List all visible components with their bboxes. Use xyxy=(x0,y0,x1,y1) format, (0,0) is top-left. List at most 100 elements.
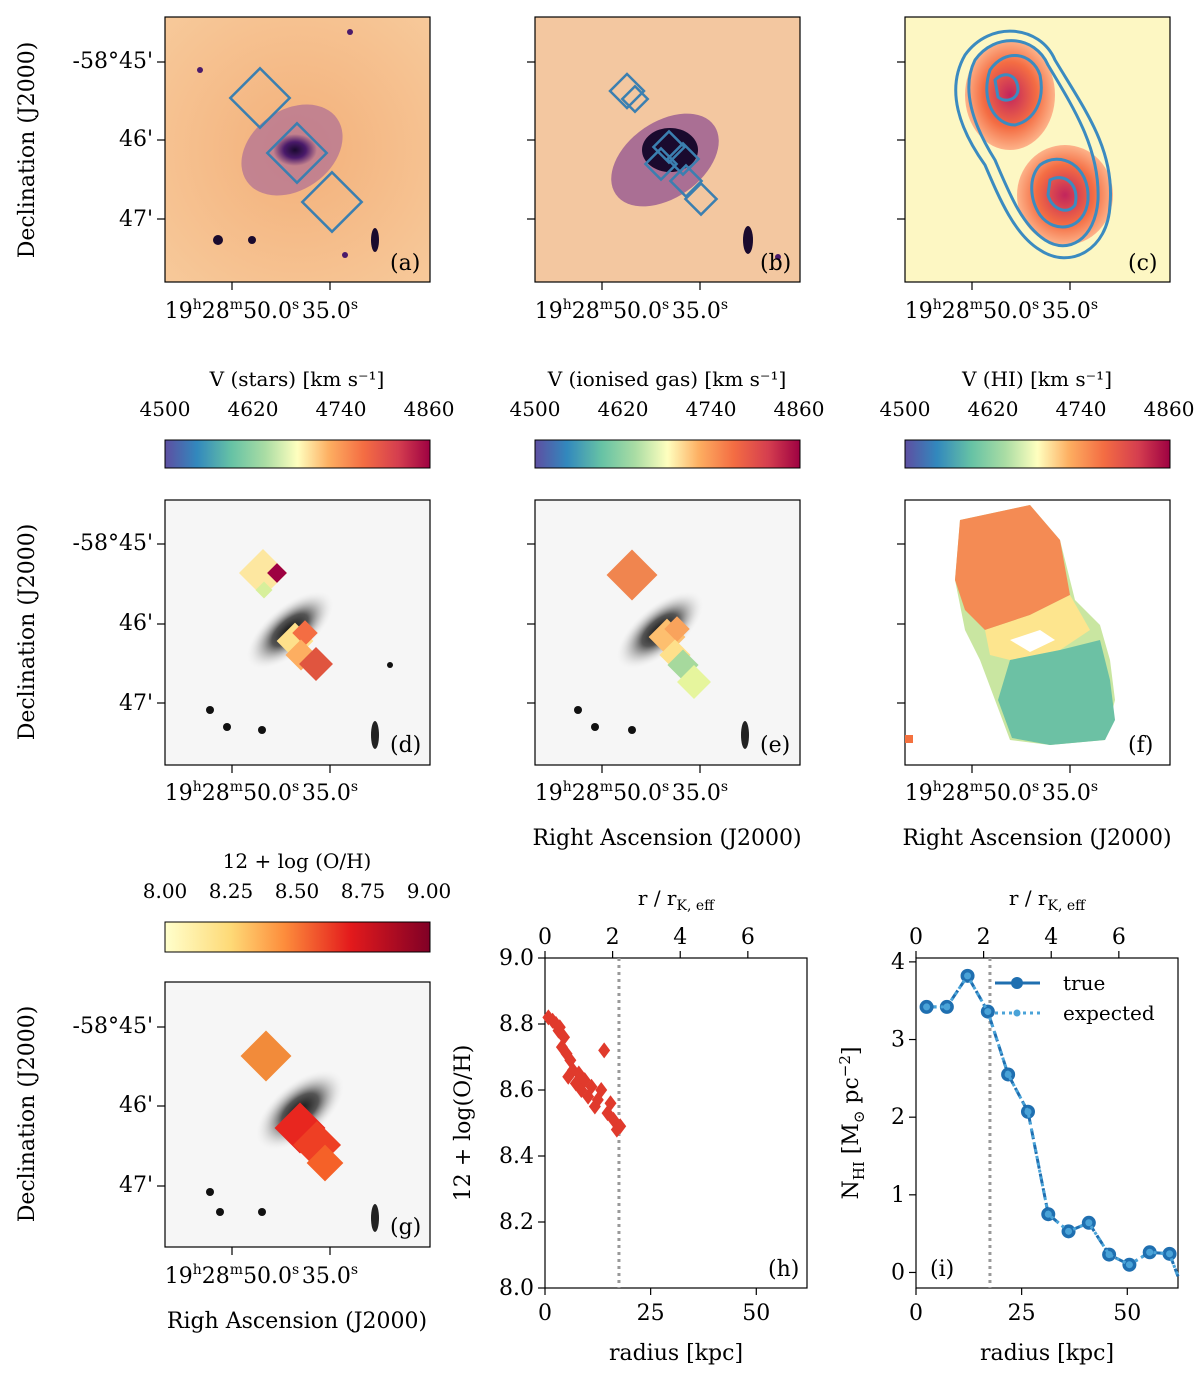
ra-tick-2: 35.0s xyxy=(672,779,728,806)
series-expected-point xyxy=(1004,1070,1012,1078)
panel-c: (c) xyxy=(904,16,1171,283)
y-tick-label: 8.8 xyxy=(499,1012,534,1037)
hi-velocity-approaching xyxy=(998,640,1115,745)
ra-tick-main: 19h28m50.0s xyxy=(165,1262,299,1289)
colorbar-v-hi: V (HI) [km s⁻¹] 4500 4620 4740 4860 xyxy=(880,367,1195,469)
colorbar-scale xyxy=(904,439,1171,469)
colorbar-tick: 8.25 xyxy=(209,879,254,903)
ra-tick-main: 19h28m50.0s xyxy=(165,297,299,324)
hi-blob-north xyxy=(965,40,1055,150)
plot-i-marks: 0 25 50 0 2 4 6 0 1 2 3 4 xyxy=(891,925,1180,1326)
colorbar-title: V (HI) [km s⁻¹] xyxy=(961,367,1112,391)
top-axis-label: r / rK, eff xyxy=(1009,886,1086,914)
dec-tick: 46' xyxy=(119,127,153,152)
dec-tick: -58°45' xyxy=(73,531,153,556)
dec-tick: 46' xyxy=(119,611,153,636)
panel-label-c: (c) xyxy=(1128,251,1158,276)
metallicity-point xyxy=(562,1068,575,1085)
plot-h-frame xyxy=(544,957,808,1289)
x-tick-label: 0 xyxy=(538,1301,552,1326)
panel-label-i: (i) xyxy=(930,1257,954,1282)
colorbar-scale xyxy=(164,921,431,953)
y-tick-label: 0 xyxy=(891,1260,905,1285)
colorbar-scale xyxy=(164,439,431,469)
ra-tick-2: 35.0s xyxy=(1042,297,1098,324)
ifu-footprints xyxy=(228,66,364,234)
star xyxy=(591,723,599,731)
colorbar-tick: 4620 xyxy=(968,397,1019,421)
colorbar-tick: 4620 xyxy=(598,397,649,421)
colorbar-tick: 8.00 xyxy=(143,879,188,903)
y-tick-label: 8.6 xyxy=(499,1078,534,1103)
ra-tick-2: 35.0s xyxy=(1042,779,1098,806)
colorbar-tick: 4740 xyxy=(1056,397,1107,421)
metallicity-point xyxy=(595,1082,608,1098)
series-expected-point xyxy=(1085,1219,1093,1227)
panel-h: 0 25 50 0 2 4 6 8.0 8.2 8.4 8.6 8.8 9.0 radius [kpc]… xyxy=(451,886,808,1366)
hi-pixel xyxy=(905,735,913,743)
star xyxy=(628,726,636,734)
ra-tick-2: 35.0s xyxy=(302,779,358,806)
x-axis-label: radius [kpc] xyxy=(609,1341,743,1366)
colorbar-tick: 4860 xyxy=(774,397,825,421)
top-tick-label: 2 xyxy=(606,925,620,950)
series-expected-point xyxy=(1024,1108,1032,1116)
dec-axis-label-row1: Declination (J2000) xyxy=(15,42,40,259)
star xyxy=(371,721,379,749)
panel-f: (f) xyxy=(904,499,1171,766)
ifu-footprints xyxy=(608,72,719,217)
panel-a: (a) xyxy=(164,16,431,283)
panel-label-g: (g) xyxy=(390,1215,421,1240)
gas-core xyxy=(642,128,698,172)
colorbar-tick: 4740 xyxy=(686,397,737,421)
ra-tick-main: 19h28m50.0s xyxy=(905,779,1039,806)
colorbar-tick: 8.50 xyxy=(275,879,320,903)
legend-expected-label: expected xyxy=(1063,1001,1155,1025)
ra-tick-2: 35.0s xyxy=(302,1262,358,1289)
star xyxy=(347,29,353,35)
hi-blob-south xyxy=(1017,145,1113,245)
y-tick-label: 3 xyxy=(891,1028,905,1053)
x-tick-label: 25 xyxy=(1008,1301,1036,1326)
x-tick-label: 50 xyxy=(742,1301,770,1326)
series-expected-point xyxy=(964,972,972,980)
star xyxy=(775,254,781,260)
series-expected-point xyxy=(923,1003,931,1011)
star xyxy=(741,721,749,749)
star xyxy=(371,1204,379,1232)
top-tick-label: 0 xyxy=(909,925,923,950)
panel-d: (d) xyxy=(164,499,431,766)
ra-tick-main: 19h28m50.0s xyxy=(905,297,1039,324)
y-tick-label: 4 xyxy=(891,950,905,975)
star xyxy=(206,706,214,714)
legend-true-marker xyxy=(1011,977,1023,989)
top-tick-label: 2 xyxy=(977,925,991,950)
series-expected-point xyxy=(1166,1250,1174,1258)
colorbar-tick: 4860 xyxy=(1144,397,1195,421)
star xyxy=(574,706,582,714)
star xyxy=(213,235,223,245)
star xyxy=(258,726,266,734)
dec-tick: 47' xyxy=(119,1173,153,1198)
series-expected-point xyxy=(984,1008,992,1016)
panel-g: (g) xyxy=(164,981,431,1248)
colorbar-tick: 4500 xyxy=(140,397,191,421)
series-expected-point xyxy=(1105,1251,1113,1259)
dec-axis-label-row3: Declination (J2000) xyxy=(15,1006,40,1223)
star xyxy=(223,723,231,731)
top-tick-label: 4 xyxy=(673,925,687,950)
ra-ticks-row3: 19h28m50.0s 35.0s Righ Ascension (J2000) xyxy=(165,1262,427,1334)
colorbar-v-stars: V (stars) [km s⁻¹] 4500 4620 4740 4860 xyxy=(140,367,454,469)
colorbar-tick: 4620 xyxy=(228,397,279,421)
ra-tick-main: 19h28m50.0s xyxy=(165,779,299,806)
colorbar-v-gas: V (ionised gas) [km s⁻¹] 4500 4620 4740 … xyxy=(510,367,825,469)
star xyxy=(387,662,393,668)
colorbar-tick: 4500 xyxy=(510,397,561,421)
plot-i-frame xyxy=(915,957,1179,1289)
star xyxy=(342,252,348,258)
dec-tick: -58°45' xyxy=(73,1014,153,1039)
colorbar-title: V (ionised gas) [km s⁻¹] xyxy=(547,367,787,391)
colorbar-tick: 4740 xyxy=(316,397,367,421)
star xyxy=(743,226,753,254)
star xyxy=(206,1188,214,1196)
